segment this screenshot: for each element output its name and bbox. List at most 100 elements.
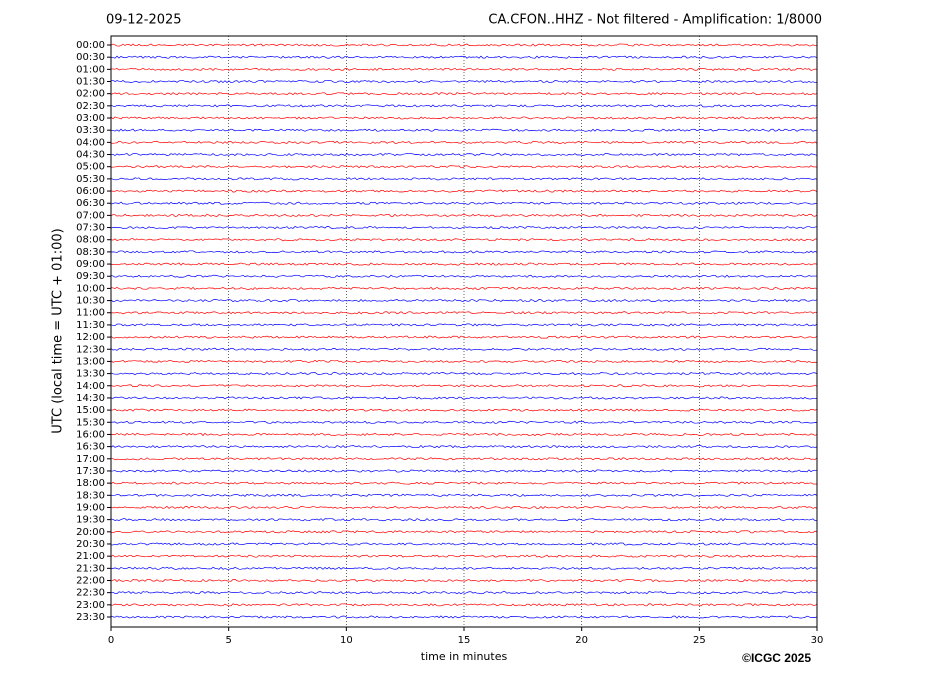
credit: ©ICGC 2025 bbox=[742, 651, 811, 665]
trace bbox=[110, 372, 818, 376]
y-tick-label: 20:00 bbox=[76, 527, 105, 538]
y-tick-label: 15:30 bbox=[76, 417, 105, 428]
trace bbox=[110, 311, 818, 315]
y-tick-label: 07:00 bbox=[76, 210, 105, 221]
y-tick-label: 21:30 bbox=[76, 563, 105, 574]
trace bbox=[110, 554, 818, 558]
trace bbox=[110, 469, 818, 473]
y-tick-label: 05:00 bbox=[76, 162, 105, 173]
trace bbox=[110, 530, 818, 534]
trace bbox=[110, 603, 818, 607]
y-tick-label: 13:30 bbox=[76, 369, 105, 380]
y-tick-label: 06:30 bbox=[76, 198, 105, 209]
chart-title: CA.CFON..HHZ - Not filtered - Amplificat… bbox=[488, 13, 822, 28]
trace bbox=[110, 274, 818, 278]
x-tick-label: 10 bbox=[340, 635, 353, 646]
y-tick-label: 11:30 bbox=[76, 320, 105, 331]
trace bbox=[110, 396, 818, 400]
trace bbox=[110, 238, 817, 242]
y-tick-label: 21:00 bbox=[76, 551, 105, 562]
trace bbox=[110, 67, 818, 71]
y-tick-label: 16:30 bbox=[76, 442, 105, 453]
chart-date: 09-12-2025 bbox=[106, 13, 182, 28]
x-tick-label: 20 bbox=[575, 635, 588, 646]
y-tick-label: 08:30 bbox=[76, 247, 105, 258]
y-tick-label: 06:00 bbox=[76, 186, 105, 197]
x-tick-label: 0 bbox=[108, 635, 114, 646]
x-tick-label: 25 bbox=[693, 635, 706, 646]
trace bbox=[110, 542, 818, 546]
y-tick-label: 17:30 bbox=[76, 466, 105, 477]
y-tick-label: 20:30 bbox=[76, 539, 105, 550]
y-tick-label: 12:00 bbox=[76, 332, 105, 343]
trace bbox=[110, 201, 818, 205]
y-tick-label: 02:30 bbox=[76, 101, 105, 112]
plot-frame bbox=[110, 35, 818, 628]
y-tick-label: 17:00 bbox=[76, 454, 105, 465]
y-tick-label: 15:00 bbox=[76, 405, 105, 416]
trace bbox=[110, 566, 818, 570]
y-tick-label: 23:00 bbox=[76, 600, 105, 611]
y-tick-label: 08:00 bbox=[76, 235, 105, 246]
trace bbox=[110, 408, 818, 412]
trace bbox=[110, 493, 818, 497]
y-tick-label: 18:00 bbox=[76, 478, 105, 489]
y-tick-label: 00:30 bbox=[76, 52, 105, 63]
y-tick-label: 02:00 bbox=[76, 89, 105, 100]
trace bbox=[110, 153, 818, 157]
y-tick-label: 14:00 bbox=[76, 381, 105, 392]
trace bbox=[110, 323, 818, 327]
x-tick-label: 30 bbox=[811, 635, 824, 646]
x-axis-label: time in minutes bbox=[421, 650, 508, 663]
trace bbox=[110, 591, 818, 595]
y-tick-label: 19:00 bbox=[76, 502, 105, 513]
x-tick-label: 5 bbox=[225, 635, 231, 646]
trace bbox=[110, 578, 818, 583]
y-tick-label: 04:30 bbox=[76, 150, 105, 161]
y-tick-label: 00:00 bbox=[76, 40, 105, 51]
trace bbox=[110, 299, 818, 303]
y-tick-label: 16:00 bbox=[76, 429, 105, 440]
trace bbox=[110, 92, 818, 96]
trace bbox=[110, 226, 818, 230]
y-tick-label: 01:00 bbox=[76, 64, 105, 75]
trace bbox=[110, 177, 818, 181]
trace bbox=[110, 43, 818, 47]
y-tick-label: 19:30 bbox=[76, 515, 105, 526]
trace bbox=[110, 79, 818, 84]
trace bbox=[110, 213, 818, 217]
trace bbox=[110, 250, 818, 254]
y-tick-label: 10:30 bbox=[76, 296, 105, 307]
trace bbox=[110, 457, 818, 461]
trace bbox=[110, 140, 818, 144]
trace bbox=[110, 335, 818, 339]
trace bbox=[110, 432, 818, 437]
y-tick-label: 03:30 bbox=[76, 125, 105, 136]
y-tick-label: 22:00 bbox=[76, 575, 105, 586]
y-tick-label: 04:00 bbox=[76, 137, 105, 148]
y-tick-label: 12:30 bbox=[76, 344, 105, 355]
x-tick-label: 15 bbox=[458, 635, 471, 646]
y-tick-label: 03:00 bbox=[76, 113, 105, 124]
trace bbox=[110, 359, 818, 363]
trace bbox=[110, 286, 818, 290]
y-tick-label: 14:30 bbox=[76, 393, 105, 404]
trace bbox=[110, 384, 818, 388]
trace bbox=[110, 55, 818, 59]
y-tick-label: 18:30 bbox=[76, 490, 105, 501]
trace bbox=[110, 262, 818, 266]
y-tick-label: 13:00 bbox=[76, 356, 105, 367]
trace bbox=[110, 505, 818, 510]
y-axis-label: UTC (local time = UTC + 01:00) bbox=[51, 228, 66, 433]
trace bbox=[110, 420, 818, 424]
trace bbox=[110, 189, 818, 193]
y-tick-label: 11:00 bbox=[76, 308, 105, 319]
trace bbox=[110, 481, 818, 485]
y-tick-label: 10:00 bbox=[76, 283, 105, 294]
trace bbox=[110, 128, 818, 132]
y-tick-label: 07:30 bbox=[76, 223, 105, 234]
y-tick-label: 23:30 bbox=[76, 612, 105, 623]
trace bbox=[110, 347, 818, 351]
